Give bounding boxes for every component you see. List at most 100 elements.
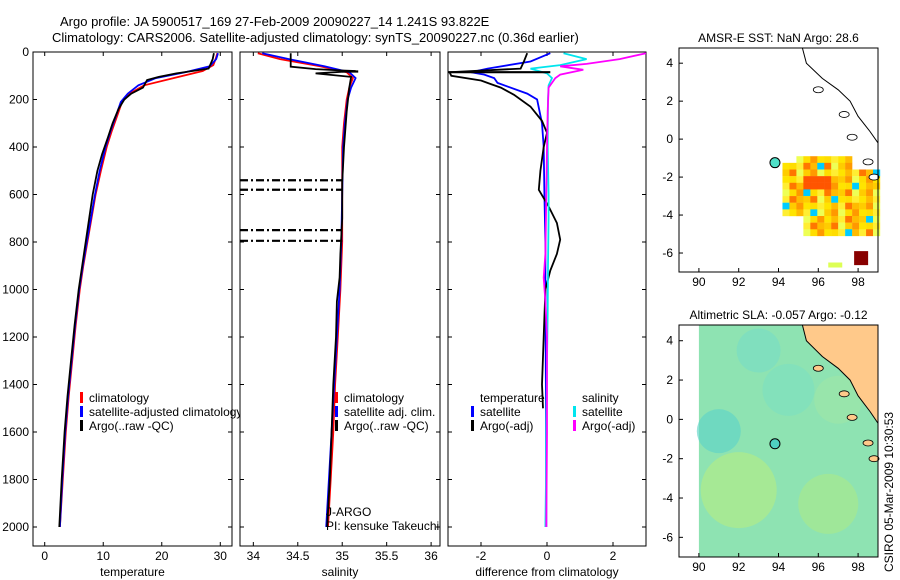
diff-legend-temperature-swatch — [471, 420, 474, 431]
sst-pixel — [810, 156, 818, 164]
sst-pixel — [845, 182, 853, 190]
salinity-xtick-label: 34 — [247, 549, 261, 563]
sst-pixel — [852, 169, 860, 177]
sst-pixel — [873, 196, 881, 203]
sst-pixel — [873, 189, 881, 197]
temperature-xtick-label: 10 — [97, 549, 111, 563]
sst-pixel — [803, 196, 811, 203]
sst-pixel — [810, 162, 818, 170]
sla-anomaly-blob — [814, 375, 863, 424]
sst-pixel — [789, 209, 797, 217]
depth-tick-label: 800 — [9, 235, 29, 249]
sst-pixel — [866, 182, 874, 190]
sst-pixel — [831, 182, 839, 190]
sst-pixel — [845, 209, 853, 217]
altimetric-sla-island — [846, 414, 858, 421]
altimetric-sla-ytick-label: -2 — [662, 452, 673, 466]
sst-pixel — [803, 202, 811, 210]
altimetric-sla-ytick-label: 0 — [666, 412, 673, 426]
difference-series-line — [448, 52, 562, 409]
sst-pixel — [838, 189, 846, 197]
sst-pixel — [845, 196, 853, 203]
sst-pixel — [824, 169, 832, 177]
sst-pixel — [796, 189, 804, 197]
sst-pixel — [817, 209, 825, 217]
temperature-series-line — [58, 53, 215, 528]
salinity-xtick-label: 34.5 — [286, 549, 310, 563]
temperature-xtick-label: 0 — [41, 549, 48, 563]
sst-pixel — [866, 209, 874, 217]
amsre-sst-ytick-label: 2 — [666, 94, 673, 108]
sst-pixel — [810, 182, 818, 190]
sla-anomaly-blob — [798, 473, 859, 534]
sst-pixel — [838, 156, 846, 164]
amsre-sst-xtick-label: 90 — [692, 275, 706, 289]
salinity-legend-label: satellite adj. clim. — [344, 405, 435, 419]
sst-pixel — [810, 169, 818, 177]
sst-pixel — [803, 169, 811, 177]
salinity-legend-swatch — [335, 406, 338, 417]
sst-pixel — [803, 222, 811, 230]
sst-pixel — [838, 169, 846, 177]
depth-tick-label: 1600 — [2, 425, 29, 439]
amsre-sst-xtick-label: 98 — [851, 275, 865, 289]
depth-tick-label: 2000 — [2, 520, 29, 534]
sst-pixel — [810, 229, 818, 237]
temperature-legend-swatch — [80, 406, 83, 417]
sst-pixel — [810, 216, 818, 223]
jargo-annotation: J-ARGO — [326, 505, 371, 519]
sst-pixel — [866, 176, 874, 183]
depth-tick-label: 1800 — [2, 473, 29, 487]
amsre-sst-argo-marker — [769, 157, 781, 169]
sst-pixel — [824, 162, 832, 170]
temperature-legend-label: Argo(..raw -QC) — [89, 419, 174, 433]
sst-pixel — [845, 189, 853, 197]
figure-title-line1: Argo profile: JA 5900517_169 27-Feb-2009… — [60, 14, 490, 29]
sst-pixel — [852, 209, 860, 217]
altimetric-sla-title: Altimetric SLA: -0.057 Argo: -0.12 — [689, 308, 867, 322]
sst-pixel — [873, 209, 881, 217]
sst-pixel — [796, 176, 804, 183]
sst-pixel — [789, 202, 797, 210]
depth-tick-label: 1000 — [2, 283, 29, 297]
sst-pixel — [845, 229, 853, 237]
sst-pixel — [838, 176, 846, 183]
sst-pixel — [852, 202, 860, 210]
sst-pixel — [789, 169, 797, 177]
salinity-legend-swatch — [335, 392, 338, 403]
diff-legend-salinity-label: Argo(-adj) — [582, 419, 635, 433]
sst-pixel — [831, 156, 839, 164]
sst-pixel — [838, 196, 846, 203]
altimetric-sla-ytick-label: 4 — [666, 334, 673, 348]
sst-pixel — [796, 196, 804, 203]
sst-pixel — [831, 189, 839, 197]
sst-pixel — [859, 196, 867, 203]
sst-pixel — [859, 216, 867, 223]
sst-pixel — [817, 229, 825, 237]
amsre-sst-island — [846, 133, 858, 141]
diff-legend-temperature-swatch — [471, 406, 474, 417]
depth-tick-label: 0 — [22, 45, 29, 59]
amsre-sst-ytick-label: 0 — [666, 132, 673, 146]
sst-pixel — [824, 156, 832, 164]
sst-pixel — [838, 229, 846, 237]
altimetric-sla-island — [862, 439, 874, 447]
altimetric-sla-ytick-label: 2 — [666, 373, 673, 387]
sst-pixel — [824, 202, 832, 210]
sst-pixel — [824, 182, 832, 190]
sst-pixel — [838, 182, 846, 190]
sst-pixel — [810, 189, 818, 197]
salinity-legend-label: Argo(..raw -QC) — [344, 419, 429, 433]
sst-pixel — [782, 202, 790, 210]
amsre-sst-xtick-label: 96 — [812, 275, 826, 289]
sst-pixel — [838, 216, 846, 223]
sst-pixel — [831, 169, 839, 177]
sst-pixel — [845, 162, 853, 170]
sst-pixel — [859, 222, 867, 230]
sst-pixel — [831, 202, 839, 210]
temperature-xtick-label: 20 — [155, 549, 169, 563]
sla-anomaly-blob — [700, 452, 777, 529]
sst-map-panel: AMSR-E SST: NaN Argo: 28.6 90 92 94 96 98 4 2 0 -… — [662, 31, 881, 289]
